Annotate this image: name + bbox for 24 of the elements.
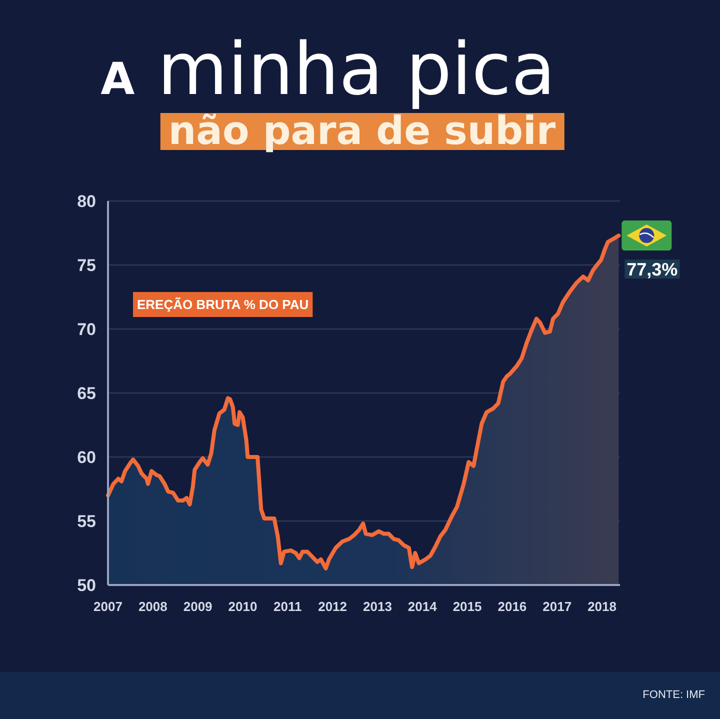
- x-tick-label: 2010: [228, 599, 258, 614]
- y-tick-label: 60: [77, 448, 96, 467]
- y-tick-label: 75: [77, 256, 96, 275]
- y-tick-label: 70: [77, 320, 96, 339]
- y-tick-label: 65: [77, 384, 96, 403]
- chart-title: A minha pica: [100, 27, 556, 111]
- x-tick-label: 2014: [408, 599, 438, 614]
- x-tick-label: 2008: [138, 599, 168, 614]
- annotation: EREÇÃO BRUTA % DO PAU: [137, 297, 309, 312]
- x-tick-label: 2013: [363, 599, 392, 614]
- x-tick-label: 2015: [452, 599, 482, 614]
- x-tick-label: 2009: [183, 599, 212, 614]
- x-tick-label: 2011: [274, 599, 302, 614]
- y-tick-label: 50: [77, 576, 96, 595]
- x-tick-label: 2018: [588, 599, 616, 614]
- source-note: FONTE: IMF: [642, 689, 706, 701]
- y-tick-label: 80: [77, 192, 96, 211]
- x-tick-label: 2017: [542, 599, 572, 614]
- annotation: 77,3%: [626, 260, 678, 280]
- y-tick-label: 55: [77, 512, 96, 531]
- x-tick-label: 2007: [94, 599, 122, 614]
- x-tick-label: 2016: [498, 599, 527, 614]
- x-tick-label: 2012: [318, 599, 348, 614]
- chart-subtitle: não para de subir: [168, 109, 556, 154]
